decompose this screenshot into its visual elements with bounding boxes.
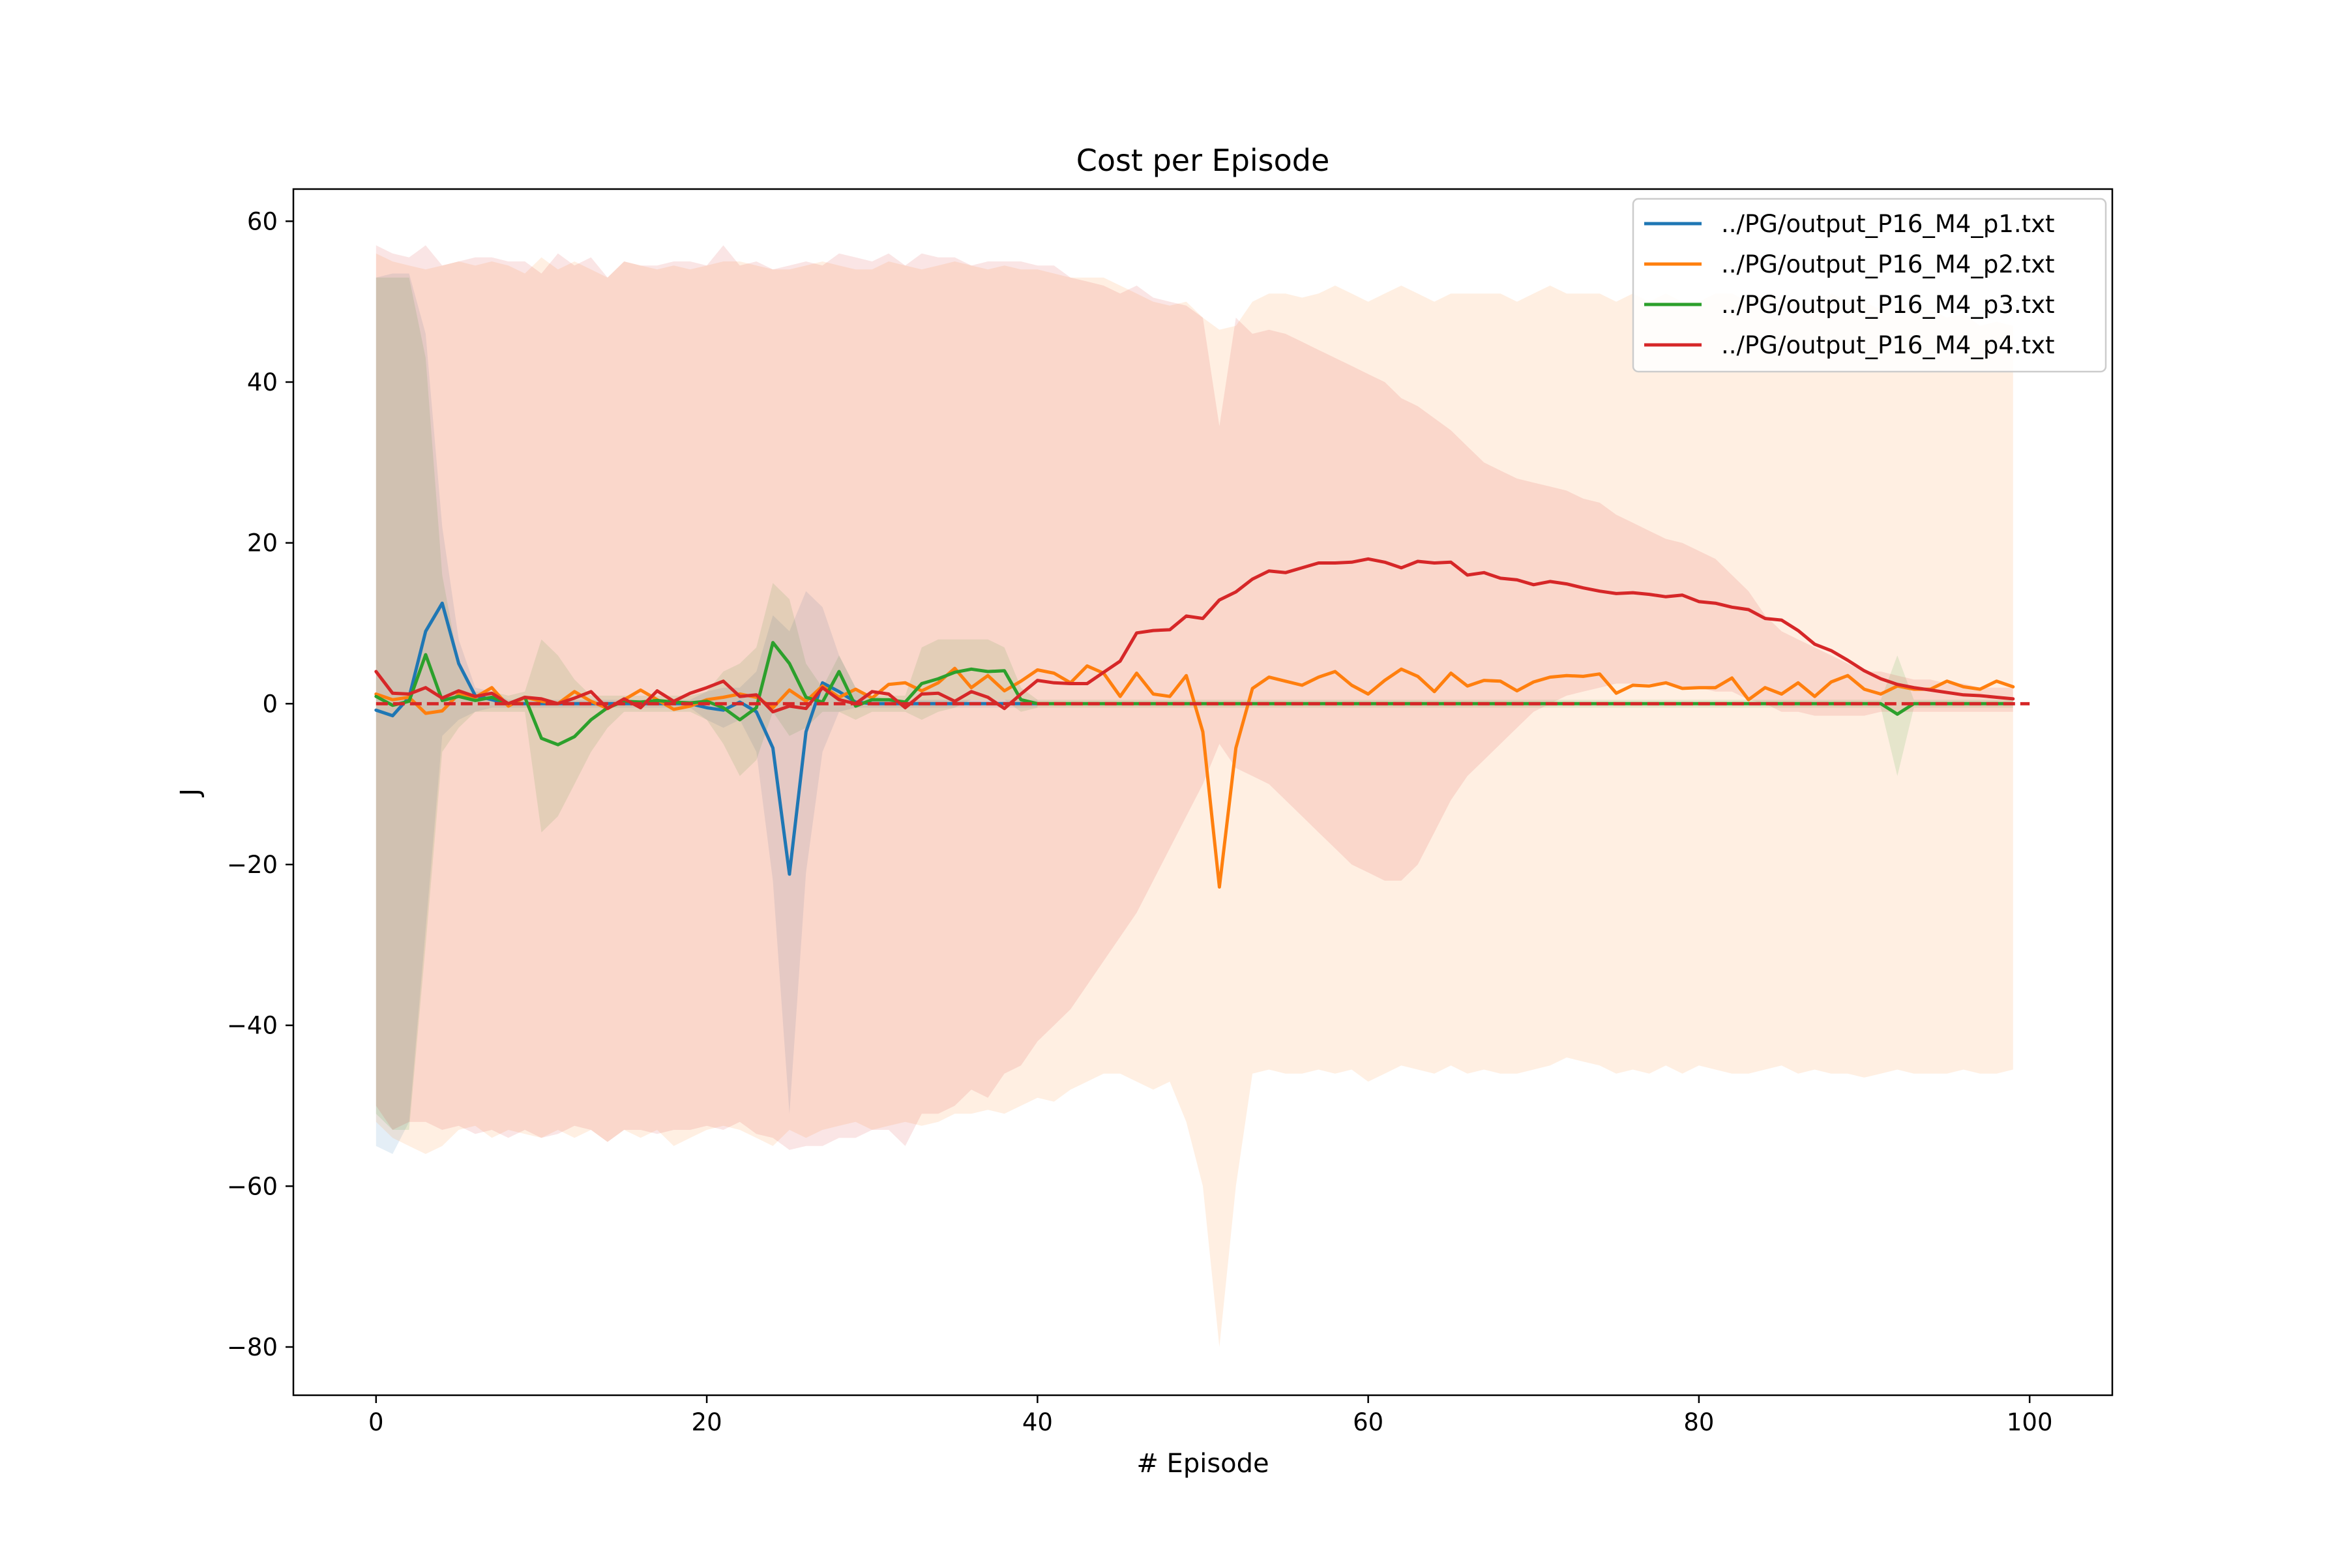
y-tick-label: 60 (247, 207, 278, 235)
x-tick-label: 60 (1353, 1408, 1383, 1436)
x-tick-label: 80 (1683, 1408, 1714, 1436)
legend-label-p1: ../PG/output_P16_M4_p1.txt (1721, 210, 2055, 238)
x-tick-label: 0 (368, 1408, 384, 1436)
y-tick-label: 20 (247, 529, 278, 557)
x-tick-label: 40 (1022, 1408, 1053, 1436)
legend: ../PG/output_P16_M4_p1.txt ../PG/output_… (1633, 199, 2106, 372)
legend-label-p3: ../PG/output_P16_M4_p3.txt (1721, 291, 2055, 319)
legend-label-p4: ../PG/output_P16_M4_p4.txt (1721, 331, 2055, 359)
legend-label-p2: ../PG/output_P16_M4_p2.txt (1721, 250, 2055, 278)
x-tick-label: 100 (2007, 1408, 2053, 1436)
x-axis-label: # Episode (1136, 1449, 1269, 1479)
y-tick-label: −40 (227, 1012, 278, 1040)
y-axis-label: J (175, 788, 205, 798)
y-tick-label: −80 (227, 1333, 278, 1361)
y-tick-label: 40 (247, 368, 278, 396)
y-tick-label: 0 (262, 690, 278, 718)
y-tick-label: −60 (227, 1172, 278, 1200)
x-tick-label: 20 (692, 1408, 722, 1436)
y-tick-label: −20 (227, 851, 278, 879)
chart-title: Cost per Episode (1076, 143, 1330, 178)
